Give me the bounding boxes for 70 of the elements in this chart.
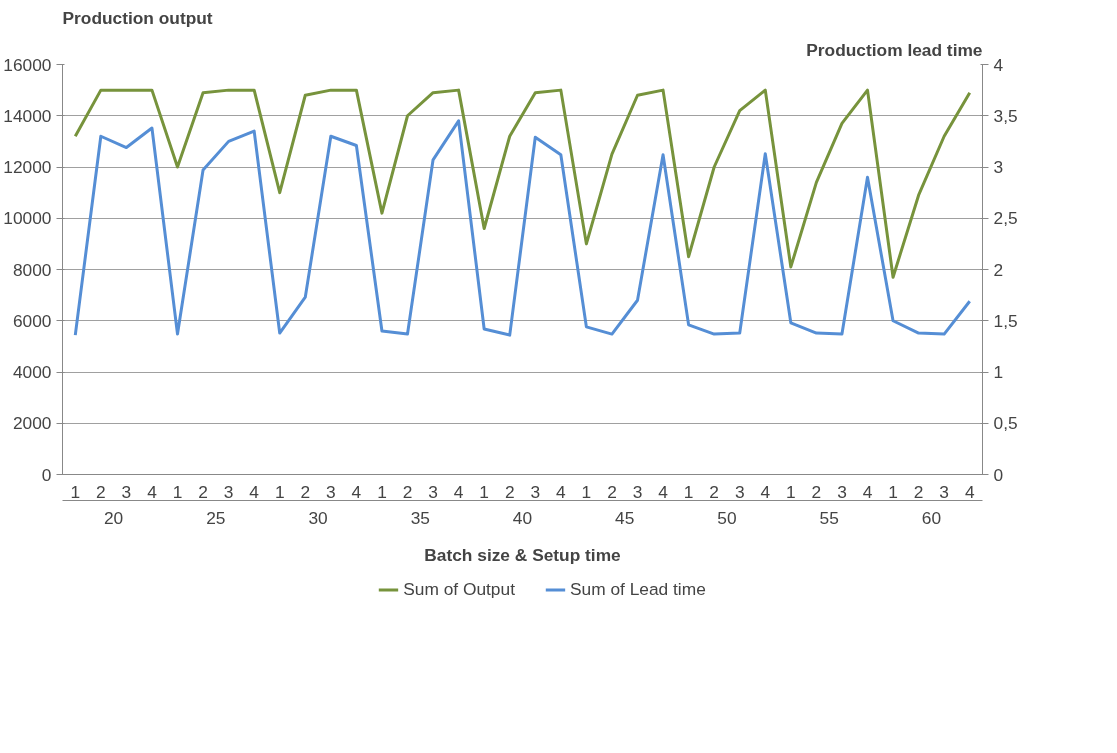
x-tick-label: 3 bbox=[632, 481, 643, 502]
y-tick-label: 8000 bbox=[12, 259, 52, 280]
y2-tick-label: 0 bbox=[993, 464, 1004, 485]
x-tick-label: 4 bbox=[453, 481, 464, 502]
x-tick-label: 3 bbox=[326, 481, 336, 502]
x-tick-label: 1 bbox=[786, 481, 796, 502]
y2-tick-label: 3 bbox=[993, 157, 1004, 177]
y2-tick-label: 0,5 bbox=[993, 413, 1018, 434]
x-tick-label: 4 bbox=[862, 481, 873, 502]
x-tick-label: 3 bbox=[939, 481, 949, 502]
x-tick-label: 4 bbox=[964, 481, 975, 502]
x-tick-label: 3 bbox=[734, 481, 745, 502]
x-tick-label: 2 bbox=[607, 481, 617, 502]
y2-tick-label: 1,5 bbox=[993, 310, 1018, 331]
x-tick-label: 4 bbox=[760, 481, 771, 502]
x-tick-label: 2 bbox=[709, 481, 719, 502]
x-tick-label: 3 bbox=[223, 481, 234, 502]
x-tick-label: 1 bbox=[683, 481, 694, 502]
x-tick-label: 2 bbox=[504, 481, 515, 502]
y-tick-label: 12000 bbox=[3, 157, 52, 177]
x-tick-label: 1 bbox=[377, 481, 387, 502]
text: 20 bbox=[103, 507, 124, 528]
x-tick-label: 2 bbox=[811, 481, 822, 502]
y-tick-label: 4000 bbox=[12, 362, 52, 382]
text: 40 bbox=[512, 507, 533, 528]
y2-tick-label: 3,5 bbox=[993, 105, 1018, 126]
x-tick-label: 3 bbox=[121, 481, 132, 502]
x-tick-label: 1 bbox=[172, 481, 183, 502]
legend-label: Sum of Lead time bbox=[569, 578, 706, 600]
text: 45 bbox=[615, 507, 635, 528]
y2-tick-label: 2 bbox=[993, 259, 1004, 280]
x-tick-label: 2 bbox=[198, 481, 208, 502]
text: 25 bbox=[206, 507, 226, 528]
y2-tick-label: 1 bbox=[993, 362, 1004, 382]
x-tick-label: 4 bbox=[249, 481, 260, 502]
y-axis-title: Production output bbox=[62, 7, 213, 28]
y-tick-label: 2000 bbox=[12, 413, 52, 434]
x-tick-label: 2 bbox=[96, 481, 106, 502]
line-series bbox=[73, 88, 972, 279]
line-series bbox=[73, 119, 972, 337]
legend-label: Sum of Output bbox=[403, 578, 515, 600]
x-tick-label: 1 bbox=[888, 481, 898, 502]
x-tick-label: 4 bbox=[658, 481, 669, 502]
x-axis-title: Batch size & Setup time bbox=[424, 544, 622, 565]
x-tick-label: 2 bbox=[402, 481, 413, 502]
y2-tick-label: 2,5 bbox=[993, 208, 1018, 229]
x-tick-label: 3 bbox=[837, 481, 847, 502]
text: 60 bbox=[921, 507, 942, 528]
x-tick-label: 2 bbox=[300, 481, 311, 502]
text: 30 bbox=[308, 507, 328, 528]
y-tick-label: 0 bbox=[41, 464, 52, 485]
y2-axis-title: Productiom lead time bbox=[806, 39, 983, 60]
x-tick-label: 2 bbox=[913, 481, 924, 502]
text: 50 bbox=[717, 507, 737, 528]
x-tick-label: 1 bbox=[581, 481, 592, 502]
x-tick-label: 4 bbox=[147, 481, 158, 502]
x-tick-label: 1 bbox=[70, 481, 81, 502]
x-tick-label: 4 bbox=[351, 481, 362, 502]
x-tick-label: 3 bbox=[428, 481, 438, 502]
text: 55 bbox=[819, 507, 839, 528]
x-tick-label: 3 bbox=[530, 481, 541, 502]
text: 35 bbox=[410, 507, 430, 528]
y2-tick-label: 4 bbox=[993, 54, 1004, 75]
y-tick-label: 6000 bbox=[12, 310, 52, 331]
y-tick-label: 16000 bbox=[3, 54, 52, 75]
x-tick-label: 4 bbox=[556, 481, 567, 502]
y-tick-label: 10000 bbox=[3, 208, 52, 229]
y-tick-label: 14000 bbox=[3, 105, 52, 126]
x-tick-label: 1 bbox=[479, 481, 489, 502]
x-tick-label: 1 bbox=[274, 481, 285, 502]
